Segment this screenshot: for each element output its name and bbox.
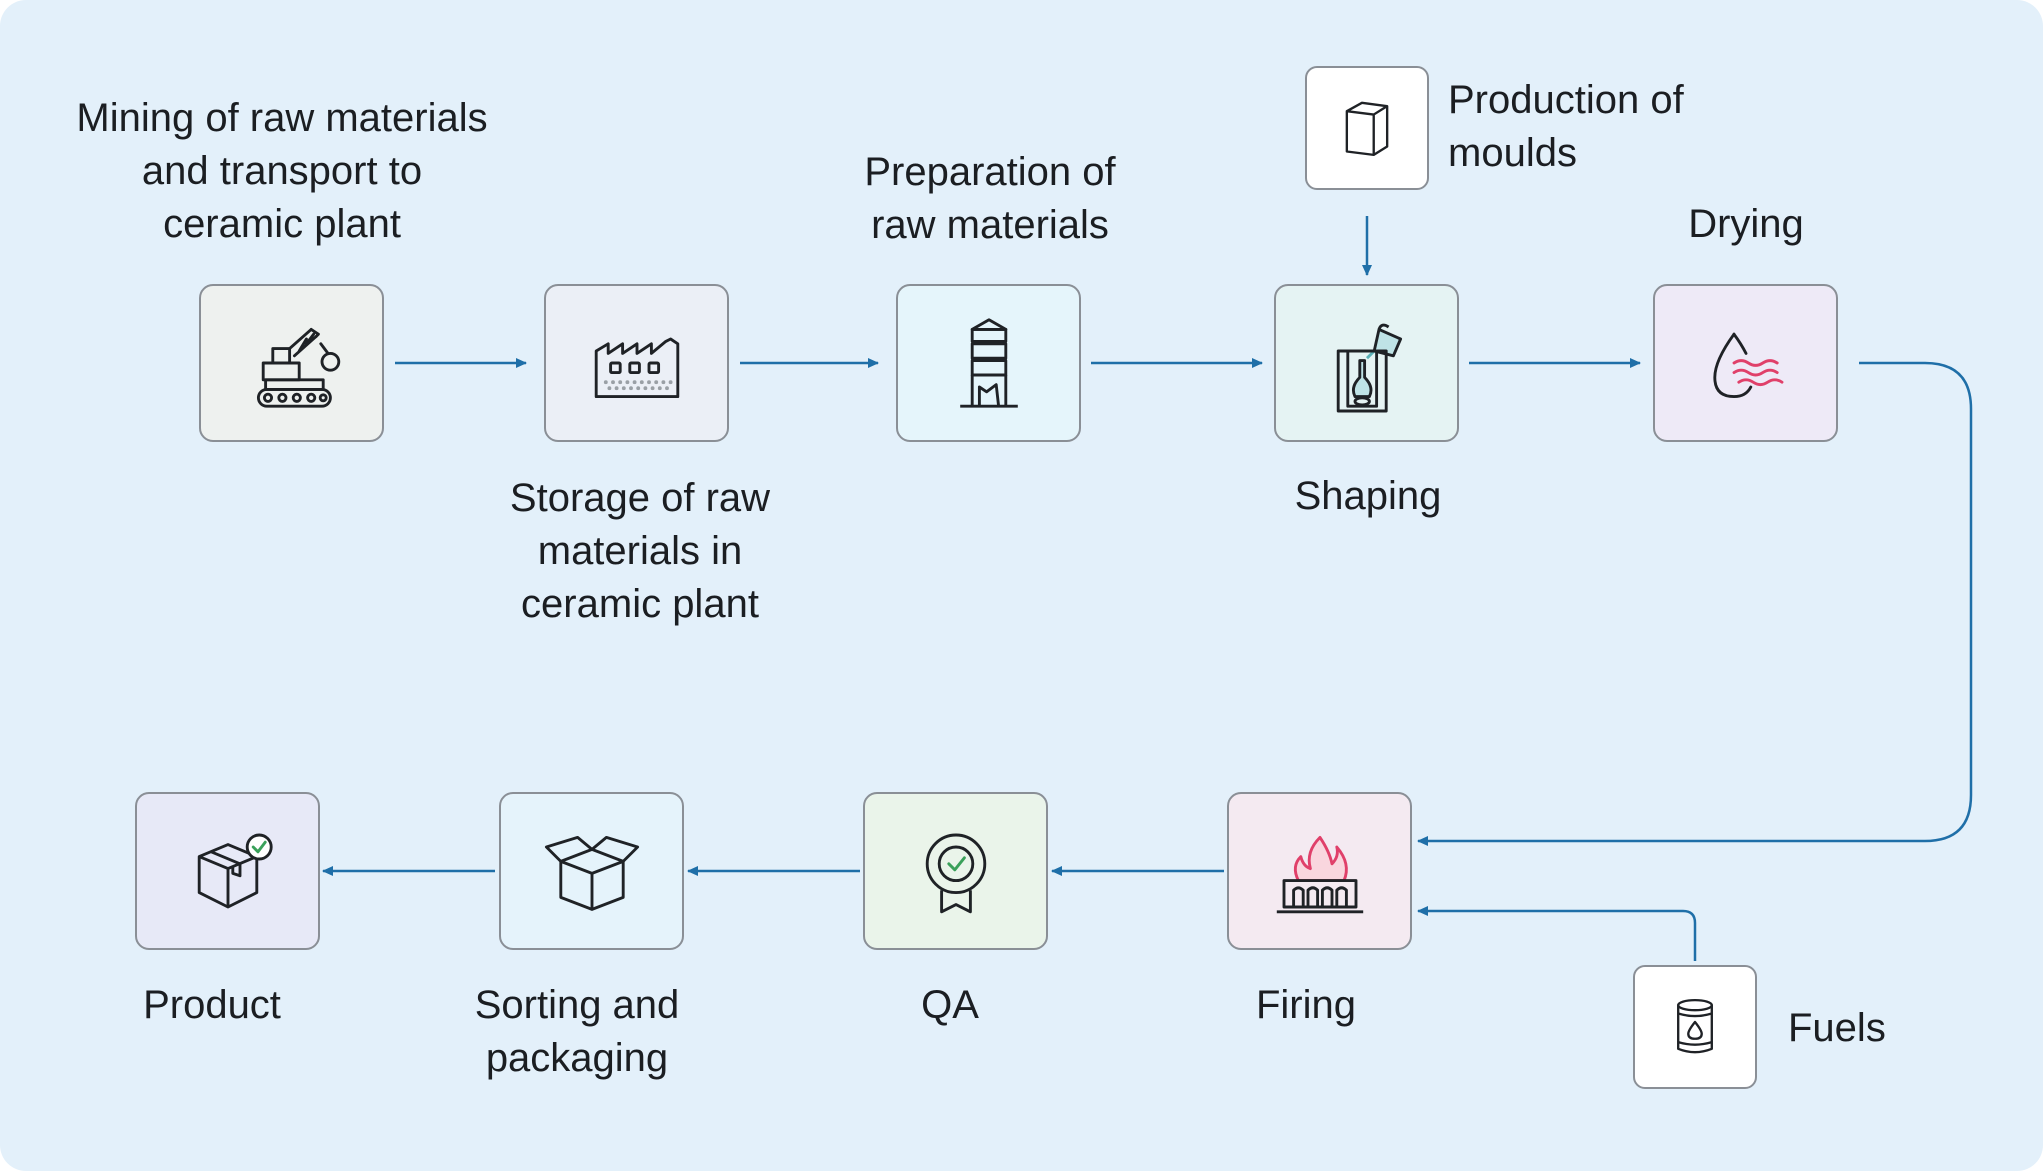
label-line: Preparation of bbox=[864, 150, 1116, 194]
sorting-step-box bbox=[499, 792, 684, 950]
label-line: ceramic plant bbox=[163, 202, 401, 246]
label-line: QA bbox=[921, 983, 979, 1027]
qa-step-box bbox=[863, 792, 1048, 950]
firing-step-box bbox=[1227, 792, 1412, 950]
qa-label: QA bbox=[921, 979, 979, 1032]
label-line: Sorting and bbox=[474, 983, 680, 1027]
label-line: Firing bbox=[1255, 983, 1357, 1027]
label-line: packaging bbox=[485, 1036, 669, 1080]
drying-step-box bbox=[1653, 284, 1838, 442]
label-line: moulds bbox=[1448, 131, 1577, 175]
preparation-step-box bbox=[896, 284, 1081, 442]
label-line: ceramic plant bbox=[521, 582, 759, 626]
arrow-fuels-to-firing bbox=[1417, 906, 1697, 961]
label-line: Shaping bbox=[1294, 474, 1442, 518]
label-line: Mining of raw materials bbox=[76, 96, 488, 140]
label-line: Product bbox=[143, 983, 281, 1027]
label-line: Fuels bbox=[1788, 1006, 1886, 1050]
label-line: materials in bbox=[537, 529, 743, 573]
fuel-barrel-icon bbox=[1677, 998, 1713, 1054]
cube-icon bbox=[1345, 101, 1389, 157]
box-check-icon bbox=[197, 833, 273, 909]
firing-label: Firing bbox=[1256, 979, 1356, 1032]
label-line: Production of bbox=[1448, 78, 1684, 122]
arrow-drying-to-firing bbox=[1417, 361, 1973, 846]
shaping-step-box bbox=[1274, 284, 1459, 442]
moulds-input-box bbox=[1305, 66, 1429, 190]
factory-icon bbox=[594, 337, 679, 399]
mining-step-box bbox=[199, 284, 384, 442]
open-box-icon bbox=[544, 835, 639, 911]
label-line: raw materials bbox=[871, 203, 1109, 247]
award-badge-icon bbox=[925, 833, 986, 914]
label-line: Storage of raw bbox=[509, 476, 771, 520]
label-line: and transport to bbox=[141, 149, 423, 193]
product-step-box bbox=[135, 792, 320, 950]
label-line: Drying bbox=[1688, 202, 1804, 246]
fuels-input-box bbox=[1633, 965, 1757, 1089]
storage-label: Storage of raw materials in ceramic plan… bbox=[510, 472, 770, 631]
silo-icon bbox=[959, 318, 1018, 408]
storage-step-box bbox=[544, 284, 729, 442]
pouring-mould-icon bbox=[1336, 323, 1402, 413]
preparation-label: Preparation of raw materials bbox=[864, 146, 1115, 252]
shaping-label: Shaping bbox=[1295, 470, 1442, 523]
mining-label: Mining of raw materials and transport to… bbox=[76, 92, 487, 251]
excavator-icon bbox=[256, 327, 340, 408]
drying-label: Drying bbox=[1688, 198, 1804, 251]
kiln-fire-icon bbox=[1276, 835, 1363, 914]
sorting-label: Sorting and packaging bbox=[475, 979, 680, 1085]
drop-waves-icon bbox=[1712, 332, 1783, 399]
moulds-label: Production of moulds bbox=[1448, 74, 1684, 180]
fuels-label: Fuels bbox=[1788, 1002, 1886, 1055]
product-label: Product bbox=[143, 979, 281, 1032]
